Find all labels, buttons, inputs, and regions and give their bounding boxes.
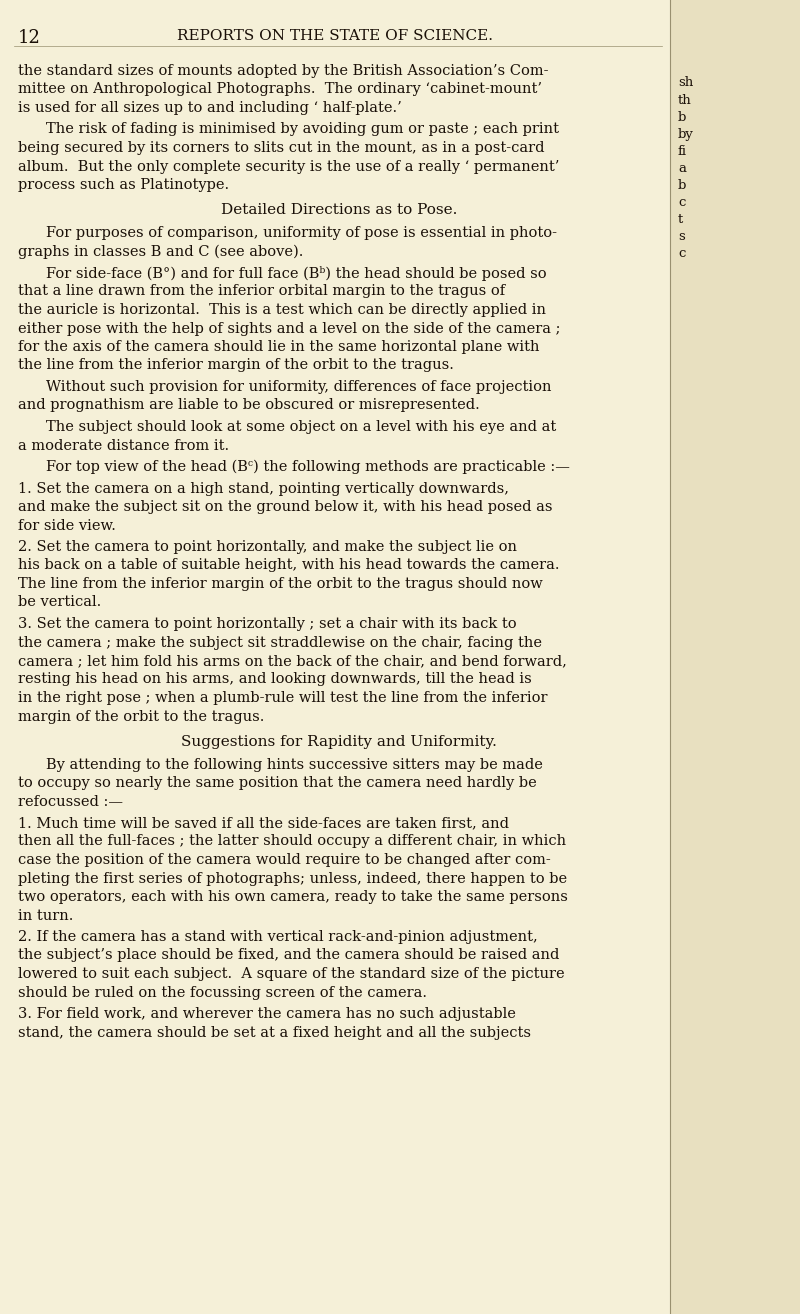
- Text: the standard sizes of mounts adopted by the British Association’s Com-: the standard sizes of mounts adopted by …: [18, 64, 549, 78]
- Text: case the position of the camera would require to be changed after com-: case the position of the camera would re…: [18, 853, 550, 867]
- Text: For purposes of comparison, uniformity of pose is essential in photo-: For purposes of comparison, uniformity o…: [46, 226, 557, 240]
- Text: for the axis of the camera should lie in the same horizontal plane with: for the axis of the camera should lie in…: [18, 340, 539, 353]
- Text: for side view.: for side view.: [18, 519, 116, 532]
- Text: REPORTS ON THE STATE OF SCIENCE.: REPORTS ON THE STATE OF SCIENCE.: [177, 29, 493, 43]
- Text: Without such provision for uniformity, differences of face projection: Without such provision for uniformity, d…: [46, 380, 551, 394]
- Text: 2. If the camera has a stand with vertical rack-and-pinion adjustment,: 2. If the camera has a stand with vertic…: [18, 930, 538, 943]
- Text: and make the subject sit on the ground below it, with his head posed as: and make the subject sit on the ground b…: [18, 501, 553, 514]
- Text: 1. Much time will be saved if all the side-faces are taken first, and: 1. Much time will be saved if all the si…: [18, 816, 509, 830]
- Text: camera ; let him fold his arms on the back of the chair, and bend forward,: camera ; let him fold his arms on the ba…: [18, 654, 567, 668]
- Text: By attending to the following hints successive sitters may be made: By attending to the following hints succ…: [46, 757, 543, 771]
- Text: in the right pose ; when a plumb-rule will test the line from the inferior: in the right pose ; when a plumb-rule wi…: [18, 691, 547, 706]
- Text: a: a: [678, 162, 686, 175]
- Text: pleting the first series of photographs; unless, indeed, there happen to be: pleting the first series of photographs;…: [18, 871, 567, 886]
- Text: Detailed Directions as to Pose.: Detailed Directions as to Pose.: [221, 204, 457, 218]
- Text: 3. For field work, and wherever the camera has no such adjustable: 3. For field work, and wherever the came…: [18, 1007, 516, 1021]
- Text: is used for all sizes up to and including ‘ half-plate.’: is used for all sizes up to and includin…: [18, 101, 402, 116]
- Text: should be ruled on the focussing screen of the camera.: should be ruled on the focussing screen …: [18, 986, 427, 1000]
- Text: the auricle is horizontal.  This is a test which can be directly applied in: the auricle is horizontal. This is a tes…: [18, 304, 546, 317]
- Text: album.  But the only complete security is the use of a really ‘ permanent’: album. But the only complete security is…: [18, 159, 559, 173]
- Text: refocussed :—: refocussed :—: [18, 795, 123, 808]
- Text: c: c: [678, 196, 686, 209]
- Text: that a line drawn from the inferior orbital margin to the tragus of: that a line drawn from the inferior orbi…: [18, 285, 505, 298]
- Text: b: b: [678, 110, 686, 124]
- Text: two operators, each with his own camera, ready to take the same persons: two operators, each with his own camera,…: [18, 890, 568, 904]
- Text: and prognathism are liable to be obscured or misrepresented.: and prognathism are liable to be obscure…: [18, 398, 480, 413]
- Text: 12: 12: [18, 29, 41, 47]
- Text: process such as Platinotype.: process such as Platinotype.: [18, 177, 229, 192]
- Text: the line from the inferior margin of the orbit to the tragus.: the line from the inferior margin of the…: [18, 359, 454, 372]
- Text: The risk of fading is minimised by avoiding gum or paste ; each print: The risk of fading is minimised by avoid…: [46, 122, 559, 137]
- Text: be vertical.: be vertical.: [18, 595, 102, 610]
- Text: s: s: [678, 230, 685, 243]
- Text: The subject should look at some object on a level with his eye and at: The subject should look at some object o…: [46, 420, 556, 434]
- Bar: [670, 0, 800, 1314]
- Text: 3. Set the camera to point horizontally ; set a chair with its back to: 3. Set the camera to point horizontally …: [18, 618, 517, 631]
- Text: fi: fi: [678, 145, 687, 158]
- Text: his back on a table of suitable height, with his head towards the camera.: his back on a table of suitable height, …: [18, 558, 559, 573]
- Text: the camera ; make the subject sit straddlewise on the chair, facing the: the camera ; make the subject sit stradd…: [18, 636, 542, 649]
- Text: 2. Set the camera to point horizontally, and make the subject lie on: 2. Set the camera to point horizontally,…: [18, 540, 517, 555]
- Text: For side-face (B°) and for full face (Bᵇ) the head should be posed so: For side-face (B°) and for full face (Bᵇ…: [46, 265, 546, 281]
- Text: margin of the orbit to the tragus.: margin of the orbit to the tragus.: [18, 710, 264, 724]
- Text: lowered to suit each subject.  A square of the standard size of the picture: lowered to suit each subject. A square o…: [18, 967, 565, 982]
- Text: a moderate distance from it.: a moderate distance from it.: [18, 439, 229, 452]
- Text: th: th: [678, 95, 692, 106]
- Text: Suggestions for Rapidity and Uniformity.: Suggestions for Rapidity and Uniformity.: [181, 735, 497, 749]
- Text: For top view of the head (Bᶜ) the following methods are practicable :—: For top view of the head (Bᶜ) the follow…: [46, 460, 570, 474]
- Text: the subject’s place should be fixed, and the camera should be raised and: the subject’s place should be fixed, and…: [18, 949, 559, 962]
- Text: then all the full-faces ; the latter should occupy a different chair, in which: then all the full-faces ; the latter sho…: [18, 834, 566, 849]
- Text: to occupy so nearly the same position that the camera need hardly be: to occupy so nearly the same position th…: [18, 777, 537, 790]
- Text: The line from the inferior margin of the orbit to the tragus should now: The line from the inferior margin of the…: [18, 577, 542, 591]
- Text: graphs in classes B and C (see above).: graphs in classes B and C (see above).: [18, 244, 303, 259]
- Text: resting his head on his arms, and looking downwards, till the head is: resting his head on his arms, and lookin…: [18, 673, 532, 686]
- Text: c: c: [678, 247, 686, 260]
- Text: stand, the camera should be set at a fixed height and all the subjects: stand, the camera should be set at a fix…: [18, 1025, 531, 1039]
- Text: b: b: [678, 179, 686, 192]
- Text: being secured by its corners to slits cut in the mount, as in a post-card: being secured by its corners to slits cu…: [18, 141, 545, 155]
- Text: in turn.: in turn.: [18, 908, 74, 922]
- Text: by: by: [678, 127, 694, 141]
- Text: mittee on Anthropological Photographs.  The ordinary ‘cabinet-mount’: mittee on Anthropological Photographs. T…: [18, 83, 542, 96]
- Text: either pose with the help of sights and a level on the side of the camera ;: either pose with the help of sights and …: [18, 322, 561, 335]
- Text: t: t: [678, 213, 683, 226]
- Text: sh: sh: [678, 76, 694, 89]
- Text: 1. Set the camera on a high stand, pointing vertically downwards,: 1. Set the camera on a high stand, point…: [18, 481, 509, 495]
